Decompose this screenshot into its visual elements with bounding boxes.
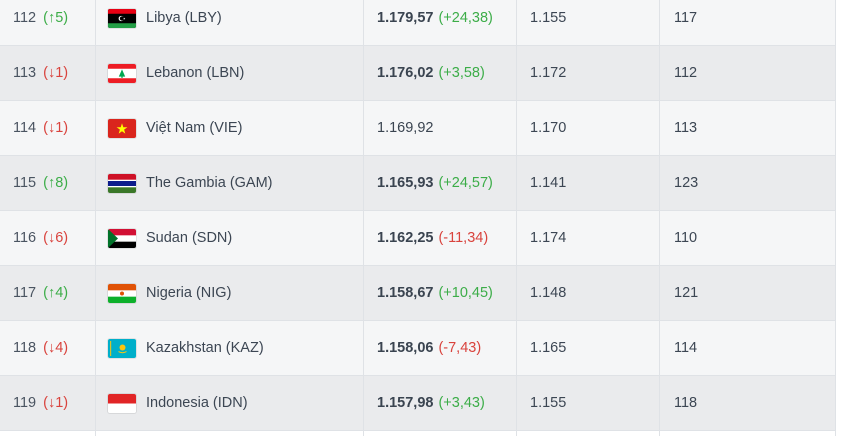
vietnam-flag-icon xyxy=(108,118,136,138)
previous-rank: 123 xyxy=(674,175,699,191)
rank-movement: (↓1) xyxy=(43,120,69,136)
column-divider xyxy=(835,0,836,436)
rank-movement: (↓1) xyxy=(43,65,69,81)
column-divider xyxy=(659,0,660,436)
niger-flag-icon xyxy=(108,283,136,303)
rank-number: 117 xyxy=(13,285,37,301)
points-change: (+10,45) xyxy=(438,285,493,301)
team-name[interactable]: Kazakhstan (KAZ) xyxy=(146,340,264,356)
previous-rank: 110 xyxy=(674,230,698,246)
previous-points: 1.155 xyxy=(530,395,567,411)
team-name[interactable]: Indonesia (IDN) xyxy=(146,395,248,411)
previous-points: 1.141 xyxy=(530,175,567,191)
gambia-flag-icon xyxy=(108,173,136,193)
column-divider xyxy=(516,0,517,436)
rank-movement: (↓4) xyxy=(43,340,69,356)
previous-points: 1.174 xyxy=(530,230,567,246)
libya-flag-icon xyxy=(108,8,136,28)
total-points: 1.176,02 xyxy=(377,65,434,81)
rank-number: 112 xyxy=(13,10,37,26)
team-name[interactable]: Sudan (SDN) xyxy=(146,230,233,246)
previous-points: 1.172 xyxy=(530,65,567,81)
rank-movement: (↑8) xyxy=(43,175,69,191)
table-row[interactable]: 114 (↓1) Việt Nam (VIE) 1.169,92 1.170 1… xyxy=(0,101,836,156)
team-name[interactable]: Việt Nam (VIE) xyxy=(146,120,243,136)
total-points: 1.158,06 xyxy=(377,340,434,356)
total-points: 1.162,25 xyxy=(377,230,434,246)
previous-rank: 121 xyxy=(674,285,699,301)
page-margin xyxy=(836,0,842,436)
rank-movement: (↑4) xyxy=(43,285,69,301)
rank-movement: (↓1) xyxy=(43,395,69,411)
points-change: (+24,38) xyxy=(438,10,493,26)
table-row[interactable]: 116 (↓6) Sudan (SDN) 1.162,25 (-11,34) 1… xyxy=(0,211,836,266)
table-row[interactable]: 112 (↑5) Libya (LBY) 1.179,57 (+24,38) 1… xyxy=(0,0,836,46)
rank-movement: (↓6) xyxy=(43,230,69,246)
rank-movement: (↑5) xyxy=(43,10,69,26)
table-row[interactable]: 117 (↑4) Nigeria (NIG) 1.158,67 (+10,45)… xyxy=(0,266,836,321)
previous-rank: 113 xyxy=(674,120,698,136)
rank-number: 118 xyxy=(13,340,37,356)
lebanon-flag-icon xyxy=(108,63,136,83)
total-points: 1.179,57 xyxy=(377,10,434,26)
previous-rank: 117 xyxy=(674,10,698,26)
column-divider xyxy=(363,0,364,436)
points-change: (+24,57) xyxy=(438,175,493,191)
total-points: 1.157,98 xyxy=(377,395,434,411)
indonesia-flag-icon xyxy=(108,393,136,413)
table-row[interactable]: 118 (↓4) Kazakhstan (KAZ) 1.158,06 (-7,4… xyxy=(0,321,836,376)
team-name[interactable]: The Gambia (GAM) xyxy=(146,175,273,191)
table-row[interactable]: 113 (↓1) Lebanon (LBN) 1.176,02 (+3,58) … xyxy=(0,46,836,101)
points-change: (-7,43) xyxy=(438,340,482,356)
rank-number: 119 xyxy=(13,395,37,411)
team-name[interactable]: Libya (LBY) xyxy=(146,10,222,26)
total-points: 1.165,93 xyxy=(377,175,434,191)
total-points: 1.169,92 xyxy=(377,120,434,136)
table-row[interactable]: 119 (↓1) Indonesia (IDN) 1.157,98 (+3,43… xyxy=(0,376,836,431)
team-name[interactable]: Lebanon (LBN) xyxy=(146,65,245,81)
previous-points: 1.155 xyxy=(530,10,567,26)
points-change: (+3,58) xyxy=(438,65,485,81)
points-change: (+3,43) xyxy=(438,395,485,411)
previous-rank: 114 xyxy=(674,340,698,356)
rank-number: 113 xyxy=(13,65,37,81)
rank-number: 115 xyxy=(13,175,37,191)
previous-points: 1.165 xyxy=(530,340,567,356)
kazakhstan-flag-icon xyxy=(108,338,136,358)
rank-number: 116 xyxy=(13,230,37,246)
previous-rank: 112 xyxy=(674,65,698,81)
points-change: (-11,34) xyxy=(438,230,489,246)
previous-rank: 118 xyxy=(674,395,698,411)
total-points: 1.158,67 xyxy=(377,285,434,301)
team-name[interactable]: Nigeria (NIG) xyxy=(146,285,232,301)
column-divider xyxy=(95,0,96,436)
previous-points: 1.148 xyxy=(530,285,567,301)
table-row[interactable]: 115 (↑8) The Gambia (GAM) 1.165,93 (+24,… xyxy=(0,156,836,211)
sudan-flag-icon xyxy=(108,228,136,248)
previous-points: 1.170 xyxy=(530,120,567,136)
rank-number: 114 xyxy=(13,120,37,136)
